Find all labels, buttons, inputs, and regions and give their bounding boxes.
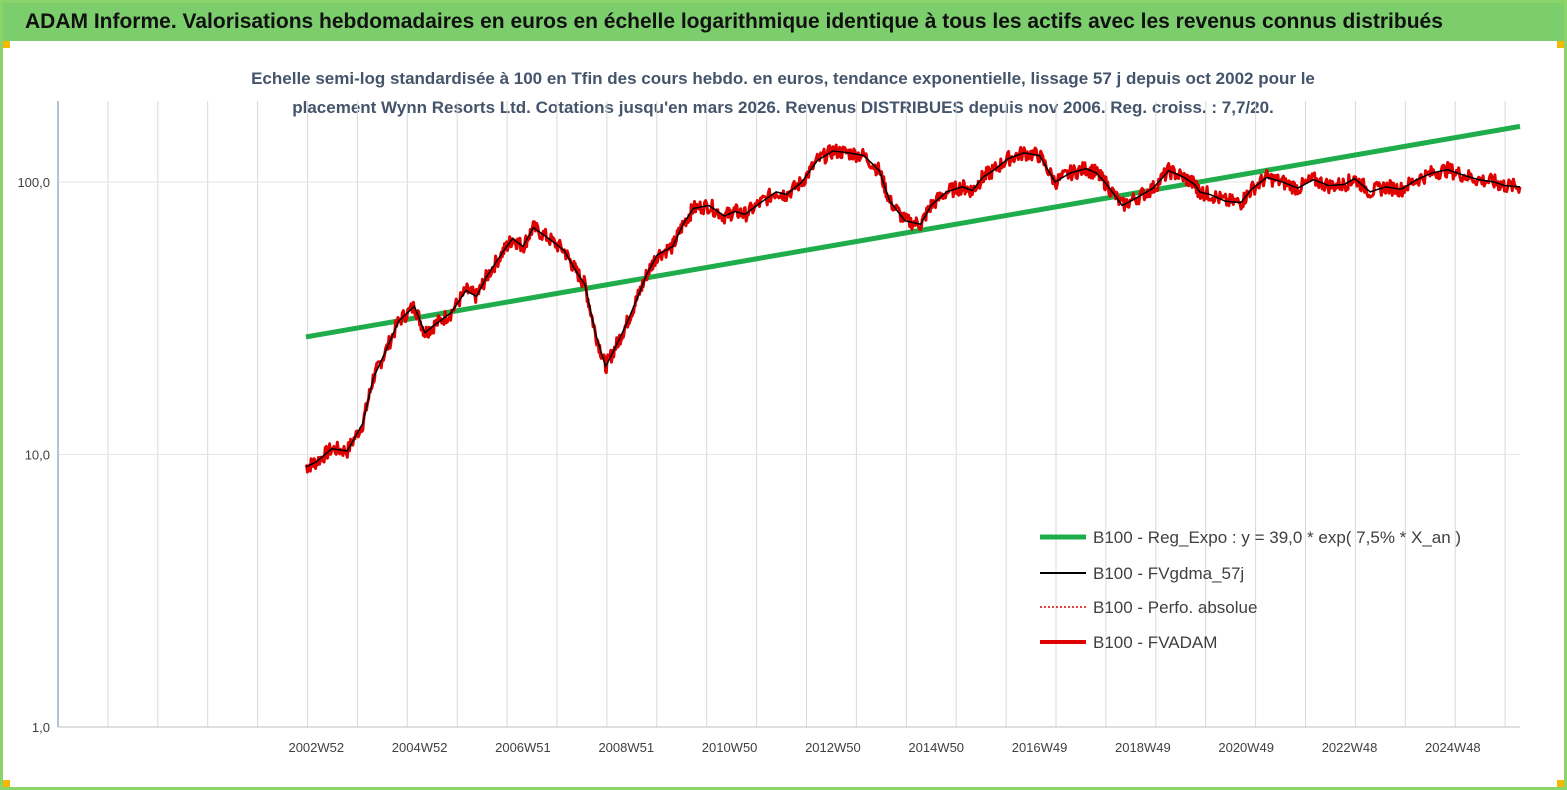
legend: B100 - Reg_Expo : y = 39,0 * exp( 7,5% *…	[1040, 528, 1461, 652]
series-lines	[304, 123, 1522, 474]
corner-marker-tr	[1557, 41, 1564, 48]
x-tick-label: 2002W52	[288, 740, 344, 755]
y-tick-label: 1,0	[32, 720, 50, 735]
chart-title-line1: Echelle semi-log standardisée à 100 en T…	[251, 69, 1315, 88]
corner-marker-bl	[3, 780, 10, 787]
series-trend-line	[305, 123, 1521, 340]
legend-label-trend: B100 - Reg_Expo : y = 39,0 * exp( 7,5% *…	[1093, 528, 1461, 547]
x-tick-label: 2008W51	[598, 740, 654, 755]
x-tick-label: 2022W48	[1322, 740, 1378, 755]
y-tick-labels: 100,0 10,0 1,0	[17, 175, 50, 735]
corner-marker-br	[1557, 780, 1564, 787]
x-tick-labels: 2002W52 2004W52 2006W51 2008W51 2010W50 2012W…	[288, 740, 1480, 755]
x-tick-label: 2020W49	[1218, 740, 1274, 755]
x-tick-label: 2004W52	[392, 740, 448, 755]
report-title: ADAM Informe. Valorisations hebdomadaire…	[3, 3, 1564, 41]
x-tick-label: 2024W48	[1425, 740, 1481, 755]
series-smooth-line	[305, 150, 1521, 468]
legend-label-perfo: B100 - Perfo. absolue	[1093, 598, 1257, 617]
series-perfo-line	[305, 144, 1521, 473]
legend-label-smooth: B100 - FVgdma_57j	[1093, 564, 1244, 583]
y-tick-label: 100,0	[17, 175, 50, 190]
legend-label-fvadam: B100 - FVADAM	[1093, 633, 1217, 652]
x-tick-label: 2018W49	[1115, 740, 1171, 755]
vertical-gridlines	[57, 101, 1520, 727]
x-tick-label: 2016W49	[1012, 740, 1068, 755]
x-tick-label: 2010W50	[702, 740, 758, 755]
series-fvadam-line	[304, 143, 1522, 474]
x-tick-label: 2006W51	[495, 740, 551, 755]
y-tick-label: 10,0	[25, 448, 50, 463]
x-tick-label: 2014W50	[908, 740, 964, 755]
chart-title-line2: placement Wynn Resorts Ltd. Cotations ju…	[292, 98, 1274, 117]
chart-area: Echelle semi-log standardisée à 100 en T…	[17, 69, 1522, 755]
x-tick-label: 2012W50	[805, 740, 861, 755]
corner-marker-tl	[3, 41, 10, 48]
